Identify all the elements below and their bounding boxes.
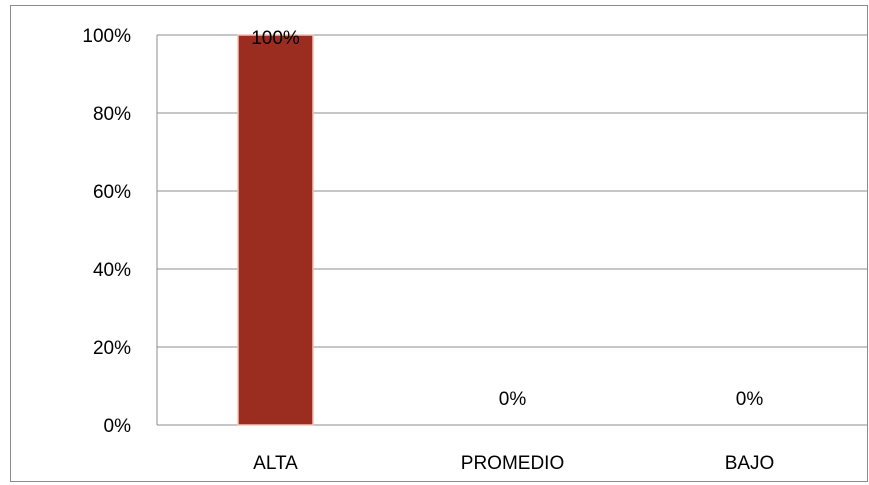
- y-tick-label: 80%: [93, 104, 131, 125]
- y-tick-label: 60%: [93, 182, 131, 203]
- category-label: ALTA: [253, 453, 298, 474]
- chart-frame: [10, 5, 868, 482]
- category-label: BAJO: [725, 453, 775, 474]
- category-label: PROMEDIO: [461, 453, 564, 474]
- y-tick-label: 40%: [93, 260, 131, 281]
- data-label: 0%: [736, 389, 764, 410]
- y-tick-label: 0%: [104, 416, 132, 437]
- data-label: 0%: [499, 389, 527, 410]
- bar-alta: [237, 34, 314, 426]
- data-label: 100%: [251, 28, 300, 49]
- y-tick-label: 20%: [93, 338, 131, 359]
- y-tick-label: 100%: [82, 26, 131, 47]
